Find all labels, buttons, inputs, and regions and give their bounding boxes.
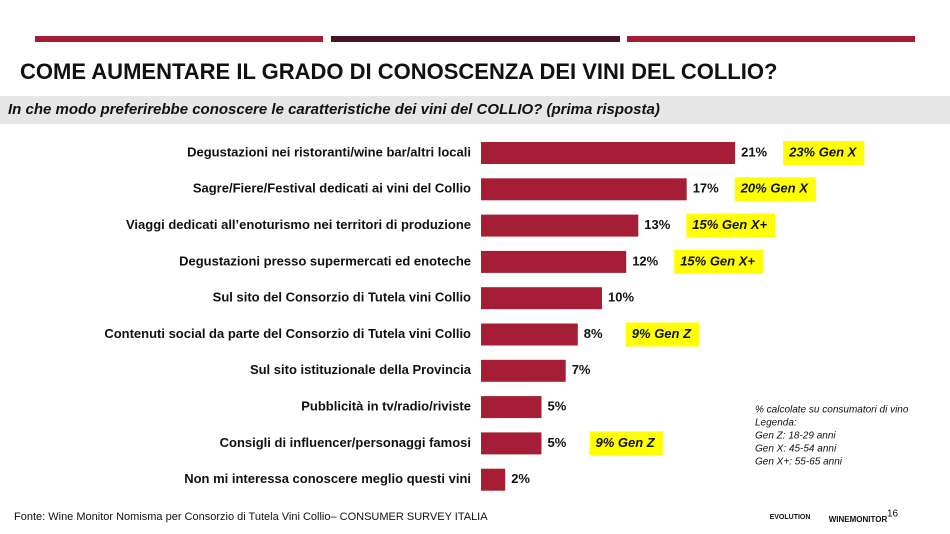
note: Gen X+: 55-65 anni: [755, 457, 843, 468]
note: Gen Z: 18-29 anni: [755, 431, 836, 442]
value-label: 12%: [632, 253, 658, 268]
source: Fonte: Wine Monitor Nomisma per Consorzi…: [14, 511, 488, 523]
bar: [481, 468, 506, 491]
title: COME AUMENTARE IL GRADO DI CONOSCENZA DE…: [20, 59, 777, 84]
value-label: 7%: [572, 362, 591, 377]
category-label: Contenuti social da parte del Consorzio …: [104, 326, 471, 341]
value-label: 5%: [548, 435, 567, 450]
bar: [481, 396, 542, 419]
category-label: Sul sito istituzionale della Provincia: [250, 362, 472, 377]
page-number: 16: [887, 509, 899, 520]
bar: [481, 214, 639, 237]
category-label: Degustazioni presso supermercati ed enot…: [179, 253, 471, 268]
highlight-label: 9% Gen Z: [632, 326, 692, 341]
subtitle-band: [0, 96, 950, 124]
bar: [481, 178, 687, 201]
note: Gen X: 45-54 anni: [755, 444, 837, 455]
value-label: 17%: [693, 181, 719, 196]
highlight-box: [686, 213, 776, 238]
logo: WINEMONITOR: [829, 515, 888, 524]
highlight-label: 23% Gen X: [788, 144, 858, 159]
category-label: Degustazioni nei ristoranti/wine bar/alt…: [187, 144, 471, 159]
top-bar: [35, 36, 323, 42]
category-label: Consigli di influencer/personaggi famosi: [220, 435, 471, 450]
bar: [481, 432, 542, 455]
highlight-box: [734, 177, 816, 202]
bar: [481, 287, 602, 310]
value-label: 13%: [644, 217, 670, 232]
highlight-label: 20% Gen X: [740, 181, 810, 196]
value-label: 10%: [608, 290, 634, 305]
highlight-label: 15% Gen X+: [680, 253, 755, 268]
highlight-label: 15% Gen X+: [692, 217, 767, 232]
category-label: Sagre/Fiere/Festival dedicati ai vini de…: [193, 181, 471, 196]
top-bar: [331, 36, 620, 42]
category-label: Pubblicità in tv/radio/riviste: [301, 399, 471, 414]
top-bar: [627, 36, 915, 42]
logo: EVOLUTION: [770, 514, 811, 521]
highlight-label: 9% Gen Z: [596, 435, 656, 450]
value-label: 5%: [548, 399, 567, 414]
bar: [481, 142, 736, 164]
note: % calcolate su consumatori di vino: [755, 405, 909, 416]
highlight-box: [589, 431, 663, 456]
category-label: Sul sito del Consorzio di Tutela vini Co…: [213, 290, 471, 305]
subtitle: In che modo preferirebbe conoscere le ca…: [8, 101, 660, 118]
value-label: 2%: [511, 471, 530, 486]
category-label: Non mi interessa conoscere meglio questi…: [184, 471, 471, 486]
bar: [481, 323, 578, 346]
bar: [481, 359, 566, 382]
highlight-box: [674, 249, 763, 274]
category-label: Viaggi dedicati all’enoturismo nei terri…: [126, 217, 471, 232]
highlight-box: [783, 141, 865, 165]
highlight-box: [625, 322, 700, 347]
note: Legenda:: [755, 418, 797, 429]
value-label: 8%: [584, 326, 603, 341]
value-label: 21%: [741, 144, 767, 159]
bar: [481, 250, 627, 273]
